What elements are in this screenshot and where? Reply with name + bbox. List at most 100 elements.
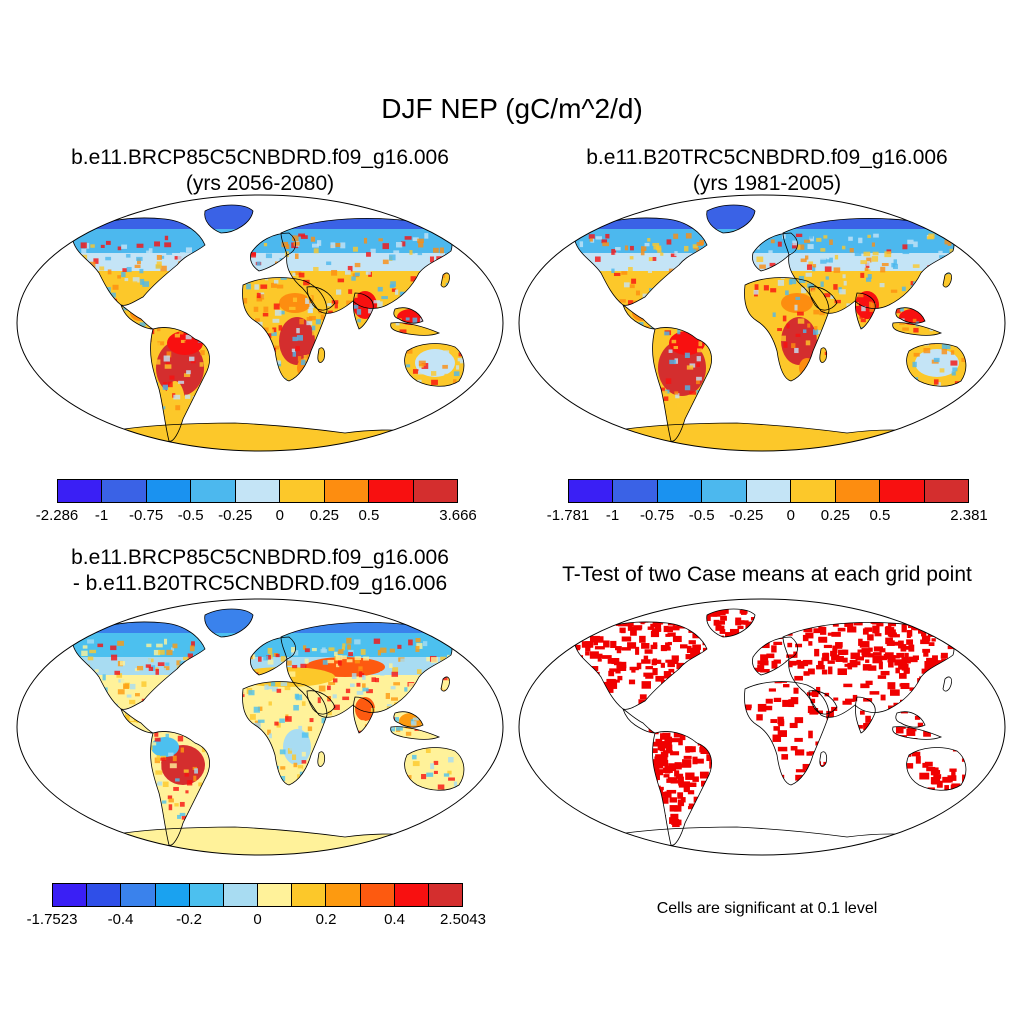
map-frame <box>518 598 1006 856</box>
colorbar-swatch <box>155 884 190 906</box>
colorbar-swatch <box>280 480 325 502</box>
coastline-sea <box>895 307 926 324</box>
coastline-japan <box>440 272 450 288</box>
colorbar-tick-label: 0.5 <box>869 507 891 524</box>
coastline-indo <box>892 726 943 740</box>
colorbar-tick-label: -1 <box>605 507 620 524</box>
panel3-title: b.e11.BRCP85C5CNBDRD.f09_g16.006 - b.e11… <box>30 545 490 597</box>
colorbar-tick-label: 2.5043 <box>440 911 486 928</box>
colorbar-swatch <box>924 480 968 502</box>
colorbar-tick-label: -1.781 <box>546 507 590 524</box>
panel1-title: b.e11.BRCP85C5CNBDRD.f09_g16.006 (yrs 20… <box>30 145 490 197</box>
map-panel-3 <box>16 598 504 856</box>
colorbar-tick-label: -2.286 <box>35 507 79 524</box>
colorbar-tick-label: 0.2 <box>315 911 337 928</box>
coastline-na <box>574 217 708 306</box>
colorbar-swatch <box>324 480 370 502</box>
colorbar-tick-label: 0.25 <box>820 507 850 524</box>
panel2-title: b.e11.B20TRC5CNBDRD.f09_g16.006 (yrs 198… <box>537 145 997 197</box>
coastline-japan <box>942 272 952 288</box>
colorbar-tick-label: 2.381 <box>950 507 988 524</box>
coastline-arabia <box>808 690 838 715</box>
colorbar-swatch <box>835 480 881 502</box>
coastline-africa <box>242 277 328 382</box>
colorbar-tick-label: 0 <box>253 911 262 928</box>
colorbar-swatch <box>428 884 463 906</box>
colorbar-swatch <box>746 480 792 502</box>
colorbar-swatch <box>292 884 327 906</box>
coastline-japan <box>440 676 450 692</box>
colorbar-tick-label: -1.7523 <box>26 911 78 928</box>
coastline-africa <box>744 681 830 786</box>
figure-title: DJF NEP (gC/m^2/d) <box>381 93 643 124</box>
colorbar-swatch <box>189 884 224 906</box>
coastline-madag <box>819 347 828 363</box>
colorbar-panel-2 <box>568 479 969 503</box>
colorbar-swatch <box>121 884 156 906</box>
coastline-greenland <box>204 204 254 234</box>
colorbar-tick-label: -0.2 <box>176 911 202 928</box>
panel1-title-line2: (yrs 2056-2080) <box>185 172 335 195</box>
coastline-indo <box>390 726 441 740</box>
coastline-india <box>352 292 374 330</box>
coastline-sea <box>895 711 926 728</box>
coastline-aus <box>906 747 967 791</box>
significance-note: Cells are significant at 0.1 level <box>656 900 878 917</box>
coastline-arabia <box>306 690 336 715</box>
colorbar-swatch <box>413 480 457 502</box>
panel2-title-line2: (yrs 1981-2005) <box>692 172 842 195</box>
panel3-title-line1: b.e11.BRCP85C5CNBDRD.f09_g16.006 <box>71 546 449 569</box>
coastline-madag <box>819 751 828 767</box>
coastline-indo <box>390 322 441 336</box>
coastline-japan <box>942 676 952 692</box>
colorbar-tick-label: 0 <box>786 507 795 524</box>
map-frame <box>518 194 1006 452</box>
colorbar-panel-1 <box>57 479 458 503</box>
panel2-title-line1: b.e11.B20TRC5CNBDRD.f09_g16.006 <box>586 146 948 169</box>
coastline-madag <box>317 751 326 767</box>
colorbar-swatch <box>53 884 88 906</box>
colorbar-tick-label: -0.5 <box>688 507 715 524</box>
coastline-nz <box>970 791 985 807</box>
colorbar-swatch <box>258 884 293 906</box>
coastline-na <box>72 217 206 306</box>
colorbar-swatch <box>58 480 103 502</box>
coastline-africa <box>744 277 830 382</box>
colorbar-swatch <box>657 480 703 502</box>
map-frame <box>16 194 504 452</box>
colorbar-swatch <box>569 480 614 502</box>
coastline-greenland <box>706 608 756 638</box>
colorbar-tick-label: 0.25 <box>309 507 339 524</box>
map-panel-1 <box>16 194 504 452</box>
colorbar-tick-label: 3.666 <box>439 507 477 524</box>
colorbar-swatch <box>146 480 192 502</box>
colorbar-tick-label: 0.4 <box>384 911 405 928</box>
panel4-title-line1: T-Test of two Case means at each grid po… <box>562 563 972 586</box>
colorbar-tick-label: -0.5 <box>177 507 204 524</box>
coastline-sa <box>652 731 712 846</box>
map-frame <box>16 598 504 856</box>
colorbar-tick-label: 0 <box>275 507 284 524</box>
coastline-nz <box>970 387 985 403</box>
coastline-na <box>72 621 206 710</box>
coastline-greenland <box>706 204 756 234</box>
colorbar-swatch <box>369 480 414 502</box>
coastline-nz <box>468 791 483 807</box>
colorbar-swatch <box>702 480 747 502</box>
coastline-sa <box>150 327 210 442</box>
colorbar-tick-label: -0.75 <box>129 507 164 524</box>
coastline-aus <box>404 747 465 791</box>
coastline-sa <box>150 731 210 846</box>
colorbar-swatch <box>394 884 429 906</box>
colorbar-swatch <box>613 480 658 502</box>
coastline-india <box>854 696 876 734</box>
colorbar-swatch <box>880 480 925 502</box>
colorbar-swatch <box>191 480 236 502</box>
coastline-indo <box>892 322 943 336</box>
colorbar-panel-3 <box>52 883 463 907</box>
coastline-arabia <box>808 286 838 311</box>
colorbar-tick-label: -0.4 <box>107 911 134 928</box>
coastline-africa <box>242 681 328 786</box>
coastline-india <box>854 292 876 330</box>
coastline-greenland <box>204 608 254 638</box>
